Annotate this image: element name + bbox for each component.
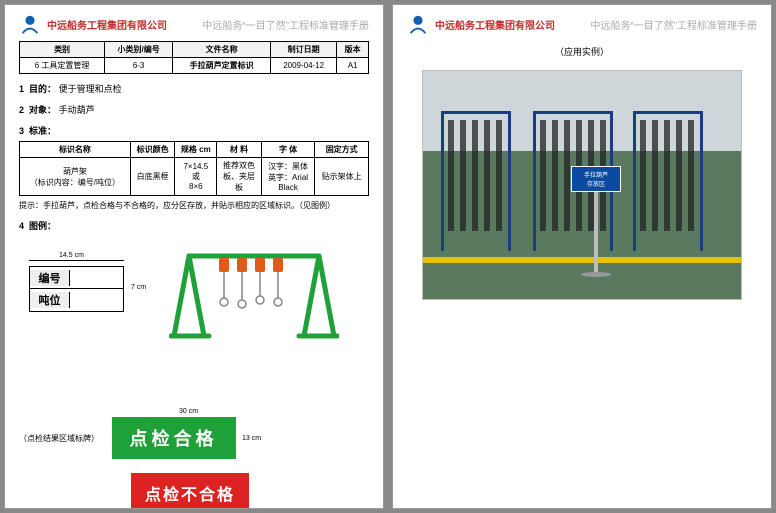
company-name: 中远船务工程集团有限公司: [435, 17, 555, 32]
company-name: 中远船务工程集团有限公司: [47, 17, 167, 32]
page-header-2: 中远船务工程集团有限公司 中远船务“一目了然”工程标准管理手册: [407, 13, 757, 35]
meta-c4: A1: [337, 58, 369, 74]
meta-c1: 6-3: [105, 58, 173, 74]
section-3: 3 标准：: [19, 124, 369, 137]
meta-h1: 小类别/编号: [105, 42, 173, 58]
note-1: 提示：手拉葫芦，点检合格与不合格的，应分区存放，并贴示相应的区域标识。（见图例）: [19, 200, 369, 211]
page-2: 中远船务工程集团有限公司 中远船务“一目了然”工程标准管理手册 （应用实例） 手…: [392, 4, 772, 509]
page-1: 中远船务工程集团有限公司 中远船务“一目了然”工程标准管理手册 类别 小类别/编…: [4, 4, 384, 509]
meta-c0: 6 工具定置管理: [20, 58, 105, 74]
red-sign: 点检不合格: [131, 473, 249, 509]
meta-c3: 2009-04-12: [271, 58, 337, 74]
dim-height: 7 cm: [131, 284, 146, 291]
dim-width: 14.5 cm: [59, 252, 84, 259]
meta-table: 类别 小类别/编号 文件名称 制订日期 版本 6 工具定置管理 6-3 手拉葫芦…: [19, 41, 369, 74]
meta-h4: 版本: [337, 42, 369, 58]
meta-h3: 制订日期: [271, 42, 337, 58]
sign-figure: 30 cm （点检结果区域标牌） 点检合格 13 cm 点检不合格: [19, 408, 369, 509]
figure-label-and-gantry: 14.5 cm 编号 吨位 7 cm: [19, 238, 369, 348]
green-sign: 点检合格: [112, 417, 236, 459]
rack-1: [441, 111, 511, 231]
dim-13: 13 cm: [242, 435, 261, 442]
gantry-icon: [169, 246, 339, 341]
section-1: 1 目的： 便于管理和点检: [19, 82, 369, 95]
rack-3: [633, 111, 703, 231]
logo-icon: [407, 13, 429, 35]
meta-h0: 类别: [20, 42, 105, 58]
meta-c2: 手拉葫芦定置标识: [173, 58, 271, 74]
page-header: 中远船务工程集团有限公司 中远船务“一目了然”工程标准管理手册: [19, 13, 369, 35]
logo-icon: [19, 13, 41, 35]
standard-table: 标识名称 标识颜色 规格 cm 材 料 字 体 固定方式 葫芦架 （标识内容：编…: [19, 141, 369, 196]
section-2: 2 对象： 手动葫芦: [19, 103, 369, 116]
example-photo: 手拉葫芦 存放区: [422, 70, 742, 300]
meta-h2: 文件名称: [173, 42, 271, 58]
area-signboard: 手拉葫芦 存放区: [571, 166, 621, 277]
photo-caption: （应用实例）: [407, 45, 757, 58]
section-4: 4 图例：: [19, 219, 369, 232]
label-box: 编号 吨位: [29, 266, 124, 312]
sign-label: （点检结果区域标牌）: [19, 433, 99, 444]
dim-30: 30 cm: [179, 408, 369, 415]
doc-subtitle: 中远船务“一目了然”工程标准管理手册: [202, 17, 369, 32]
doc-subtitle: 中远船务“一目了然”工程标准管理手册: [590, 17, 757, 32]
